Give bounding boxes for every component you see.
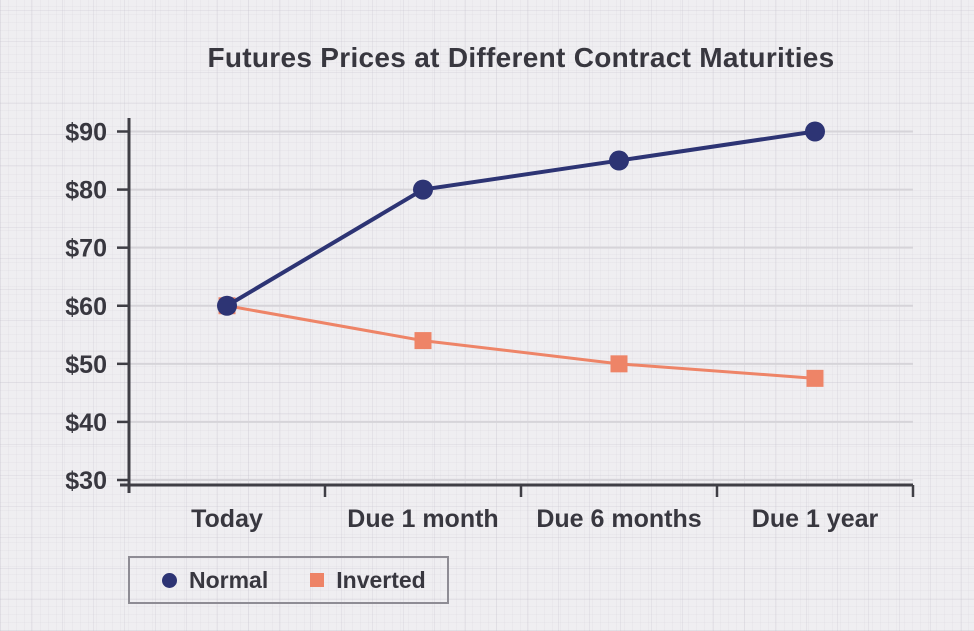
y-tick-label: $80 — [65, 177, 107, 205]
data-point-normal — [217, 295, 237, 316]
y-tick-label: $90 — [65, 119, 107, 147]
y-tick-label: $70 — [65, 235, 107, 263]
legend-item-normal: Normal — [162, 567, 268, 594]
legend-label-normal: Normal — [189, 566, 269, 593]
series-line-normal — [225, 129, 816, 308]
series-line-inverted — [226, 304, 816, 380]
x-category-label: Due 6 months — [536, 505, 701, 533]
chart-title: Futures Prices at Different Contract Mat… — [207, 42, 835, 73]
y-tick-label: $60 — [65, 293, 107, 321]
series-normal — [217, 121, 825, 316]
gridlines — [129, 130, 913, 481]
y-tick-labels: $30 $40 $50 $60 $70 $80 $90 — [65, 119, 107, 496]
inverted-series-marker-icon — [310, 573, 325, 587]
data-point-inverted — [414, 332, 432, 350]
x-category-label: Due 1 month — [347, 505, 498, 533]
axes — [117, 118, 915, 497]
legend-label-inverted: Inverted — [336, 566, 426, 593]
y-tick-label: $30 — [65, 467, 107, 495]
series-inverted — [218, 297, 824, 387]
x-category-label: Today — [191, 505, 263, 533]
data-point-normal — [413, 179, 433, 200]
y-tick-label: $50 — [65, 351, 107, 379]
chart-legend: Normal Inverted — [128, 556, 449, 604]
legend-item-inverted: Inverted — [310, 566, 426, 594]
data-point-inverted — [610, 355, 628, 373]
data-point-normal — [609, 150, 629, 171]
y-tick-label: $40 — [65, 409, 107, 437]
data-point-inverted — [806, 369, 824, 387]
data-point-normal — [805, 121, 825, 142]
normal-series-marker-icon — [162, 572, 177, 588]
x-category-label: Due 1 year — [752, 505, 879, 533]
x-category-labels: Today Due 1 month Due 6 months Due 1 year — [191, 505, 878, 533]
